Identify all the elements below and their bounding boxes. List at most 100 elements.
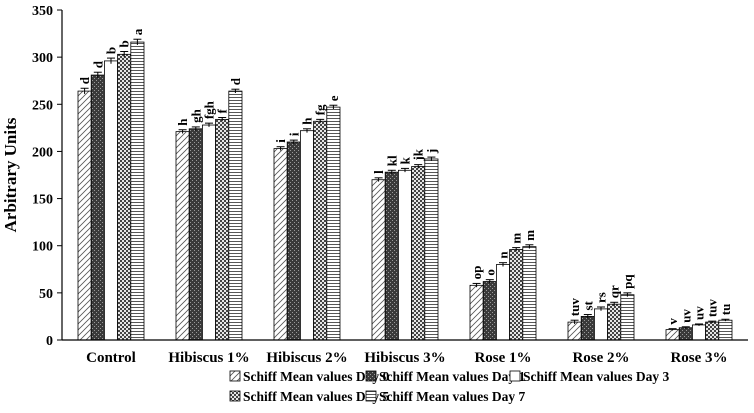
bar [692,324,707,341]
bar [607,303,622,341]
y-tick-label: 300 [32,51,53,66]
y-tick-label: 200 [32,145,53,160]
significance-label: d [77,76,92,84]
bar [299,130,314,341]
category-label: Hibiscus 3% [364,350,445,366]
significance-label: e [326,95,341,101]
bar [567,321,582,341]
bar [286,141,301,341]
y-tick-label: 250 [32,98,53,113]
bar-groups: ddbbahghfghfdiihfgelklkjkjoponmmtuvstrsq… [77,28,733,341]
significance-label: l [371,170,386,174]
category-label: Hibiscus 1% [168,350,249,366]
legend-swatch [229,390,241,402]
significance-label: qr [607,285,622,298]
bar [509,249,524,341]
significance-label: tuv [567,298,582,317]
significance-label: uv [678,309,693,323]
significance-label: rs [594,292,609,303]
category-label: Rose 3% [670,350,727,366]
bar [201,124,216,341]
bar-group: ii h fg e [273,95,341,341]
bar [313,120,328,341]
bar [188,128,203,341]
significance-label: pq [620,274,635,289]
significance-label: v [665,318,680,325]
legend-label: Schiff Mean values Day 5 [243,389,389,404]
significance-label: f [215,108,230,113]
y-axis-ticks: 0 50 100 150 200 250 300 350 [32,4,62,349]
legend-label: Schiff Mean values Day 3 [523,369,669,384]
legend-item: Schiff Mean values Day 7 [365,389,525,404]
bar [175,131,190,341]
y-tick-label: 0 [46,334,53,349]
significance-label: h [300,117,315,125]
significance-label: uv [692,306,707,320]
legend-item: Schiff Mean values Day 1 [365,369,525,384]
significance-label: b [117,40,132,47]
bar [482,281,497,341]
significance-label: k [398,156,413,164]
significance-label: j [424,149,439,154]
category-label: Hibiscus 2% [266,350,347,366]
category-label: Control [86,350,136,366]
significance-label: fg [313,104,328,115]
bar [424,158,439,341]
x-axis-category-labels: Control Hibiscus 1% Hibiscus 2% Hibiscus 3%… [86,350,727,366]
bar [77,90,92,341]
bar [117,53,132,341]
significance-label: i [273,139,288,143]
legend-swatch [365,370,377,382]
significance-label: o [482,269,497,276]
significance-label: gh [188,108,203,123]
significance-label: h [175,118,190,126]
significance-label: st [580,300,595,310]
significance-label: tu [718,304,733,316]
bar [130,41,145,341]
bar [90,74,105,341]
legend-swatch [509,370,521,382]
bar [522,246,537,341]
y-axis-title: Arbitrary Units [1,117,20,232]
y-tick-label: 350 [32,4,53,19]
significance-label: d [228,77,243,85]
legend-label: Schiff Mean values Day 1 [379,369,525,384]
y-tick-label: 150 [32,193,53,208]
bar [665,329,680,341]
legend-item: Schiff Mean values Day 3 [509,369,669,384]
bar [397,169,412,341]
significance-label: op [469,266,484,280]
bar [411,166,426,341]
bar [580,316,595,341]
bar [495,264,510,341]
significance-label: n [496,251,511,259]
bar [705,321,720,341]
y-tick-label: 100 [32,240,53,255]
legend-label: Schiff Mean values Day 7 [379,389,525,404]
legend-item: Schiff Mean values Day 0 [229,369,389,384]
bar [594,308,609,341]
significance-label: m [509,233,524,244]
bar [326,106,341,341]
category-label: Rose 2% [572,350,629,366]
significance-label: kl [384,155,399,166]
significance-label: i [286,132,301,136]
bar [678,327,693,341]
legend-swatch [229,370,241,382]
bar [469,284,484,341]
bar [384,171,399,341]
legend-item: Schiff Mean values Day 5 [229,389,389,404]
significance-label: fgh [202,100,217,119]
bar [215,118,230,341]
bar [273,148,288,341]
legend-swatch [365,390,377,402]
bar [718,319,733,341]
